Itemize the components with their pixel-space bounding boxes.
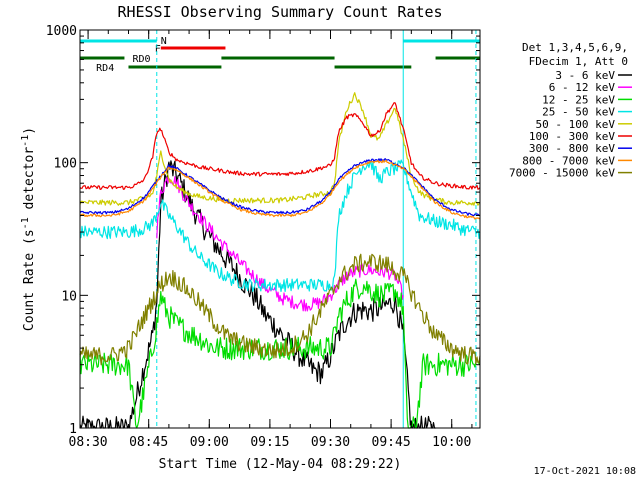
legend-header-decimation: FDecim 1, Att 0 — [529, 55, 628, 68]
x-tick-label: 08:45 — [129, 435, 168, 450]
legend-item-100-300-kev: 100 - 300 keV — [529, 130, 615, 143]
series-line-100-300-kev — [79, 102, 481, 190]
y-tick-label: 1 — [69, 422, 77, 437]
x-tick-label: 10:00 — [432, 435, 471, 450]
series-line-6-12-kev — [156, 176, 404, 312]
legend-header-detectors: Det 1,3,4,5,6,9, — [522, 41, 628, 54]
flag-rd4-label: RD4 — [96, 63, 114, 74]
legend-item-25-50-kev: 25 - 50 keV — [542, 106, 615, 119]
x-axis-ticks: 08:30 08:45 09:00 09:15 09:30 09:45 10:00 — [69, 30, 473, 450]
y-tick-label: 100 — [54, 157, 77, 172]
x-tick-label: 09:45 — [372, 435, 411, 450]
chart-title: RHESSI Observing Summary Count Rates — [117, 3, 442, 21]
y-tick-label: 1000 — [46, 24, 77, 39]
legend-item-6-12-kev: 6 - 12 keV — [549, 81, 616, 94]
x-tick-label: 09:30 — [311, 435, 350, 450]
y-axis-ticks: 1 10 100 1000 — [46, 24, 480, 437]
plot-frame — [79, 29, 481, 429]
footer-timestamp: 17-Oct-2021 10:08 — [534, 466, 636, 477]
flag-n-label: N — [161, 36, 167, 47]
legend-item-300-800-kev: 300 - 800 keV — [529, 142, 615, 155]
series-line-7000-15000-kev — [79, 253, 481, 366]
legend-item-7000-15000-kev: 7000 - 15000 keV — [509, 167, 615, 180]
y-tick-label: 10 — [61, 289, 77, 304]
flag-bars: NF RD0 RD4 — [80, 36, 480, 74]
y-axis-label: Count Rate (s-1 detector-1) — [20, 127, 37, 331]
legend-item-3-6-kev: 3 - 6 keV — [555, 69, 615, 82]
series-lines — [79, 92, 481, 429]
legend-item-12-25-kev: 12 - 25 keV — [542, 93, 615, 106]
series-line-800-7000-kev — [79, 159, 481, 220]
legend-item-50-100-kev: 50 - 100 keV — [536, 118, 616, 131]
x-tick-label: 08:30 — [69, 435, 108, 450]
x-tick-label: 09:15 — [250, 435, 289, 450]
flag-rd0-label: RD0 — [133, 54, 151, 65]
series-line-12-25-kev — [79, 278, 481, 429]
x-axis-label: Start Time (12-May-04 08:29:22) — [159, 457, 402, 472]
series-line-3-6-kev — [79, 160, 436, 429]
x-tick-label: 09:00 — [190, 435, 229, 450]
series-line-25-50-kev — [79, 159, 481, 292]
flag-f-label: F — [155, 44, 161, 55]
legend-item-800-7000-kev: 800 - 7000 keV — [522, 154, 615, 167]
